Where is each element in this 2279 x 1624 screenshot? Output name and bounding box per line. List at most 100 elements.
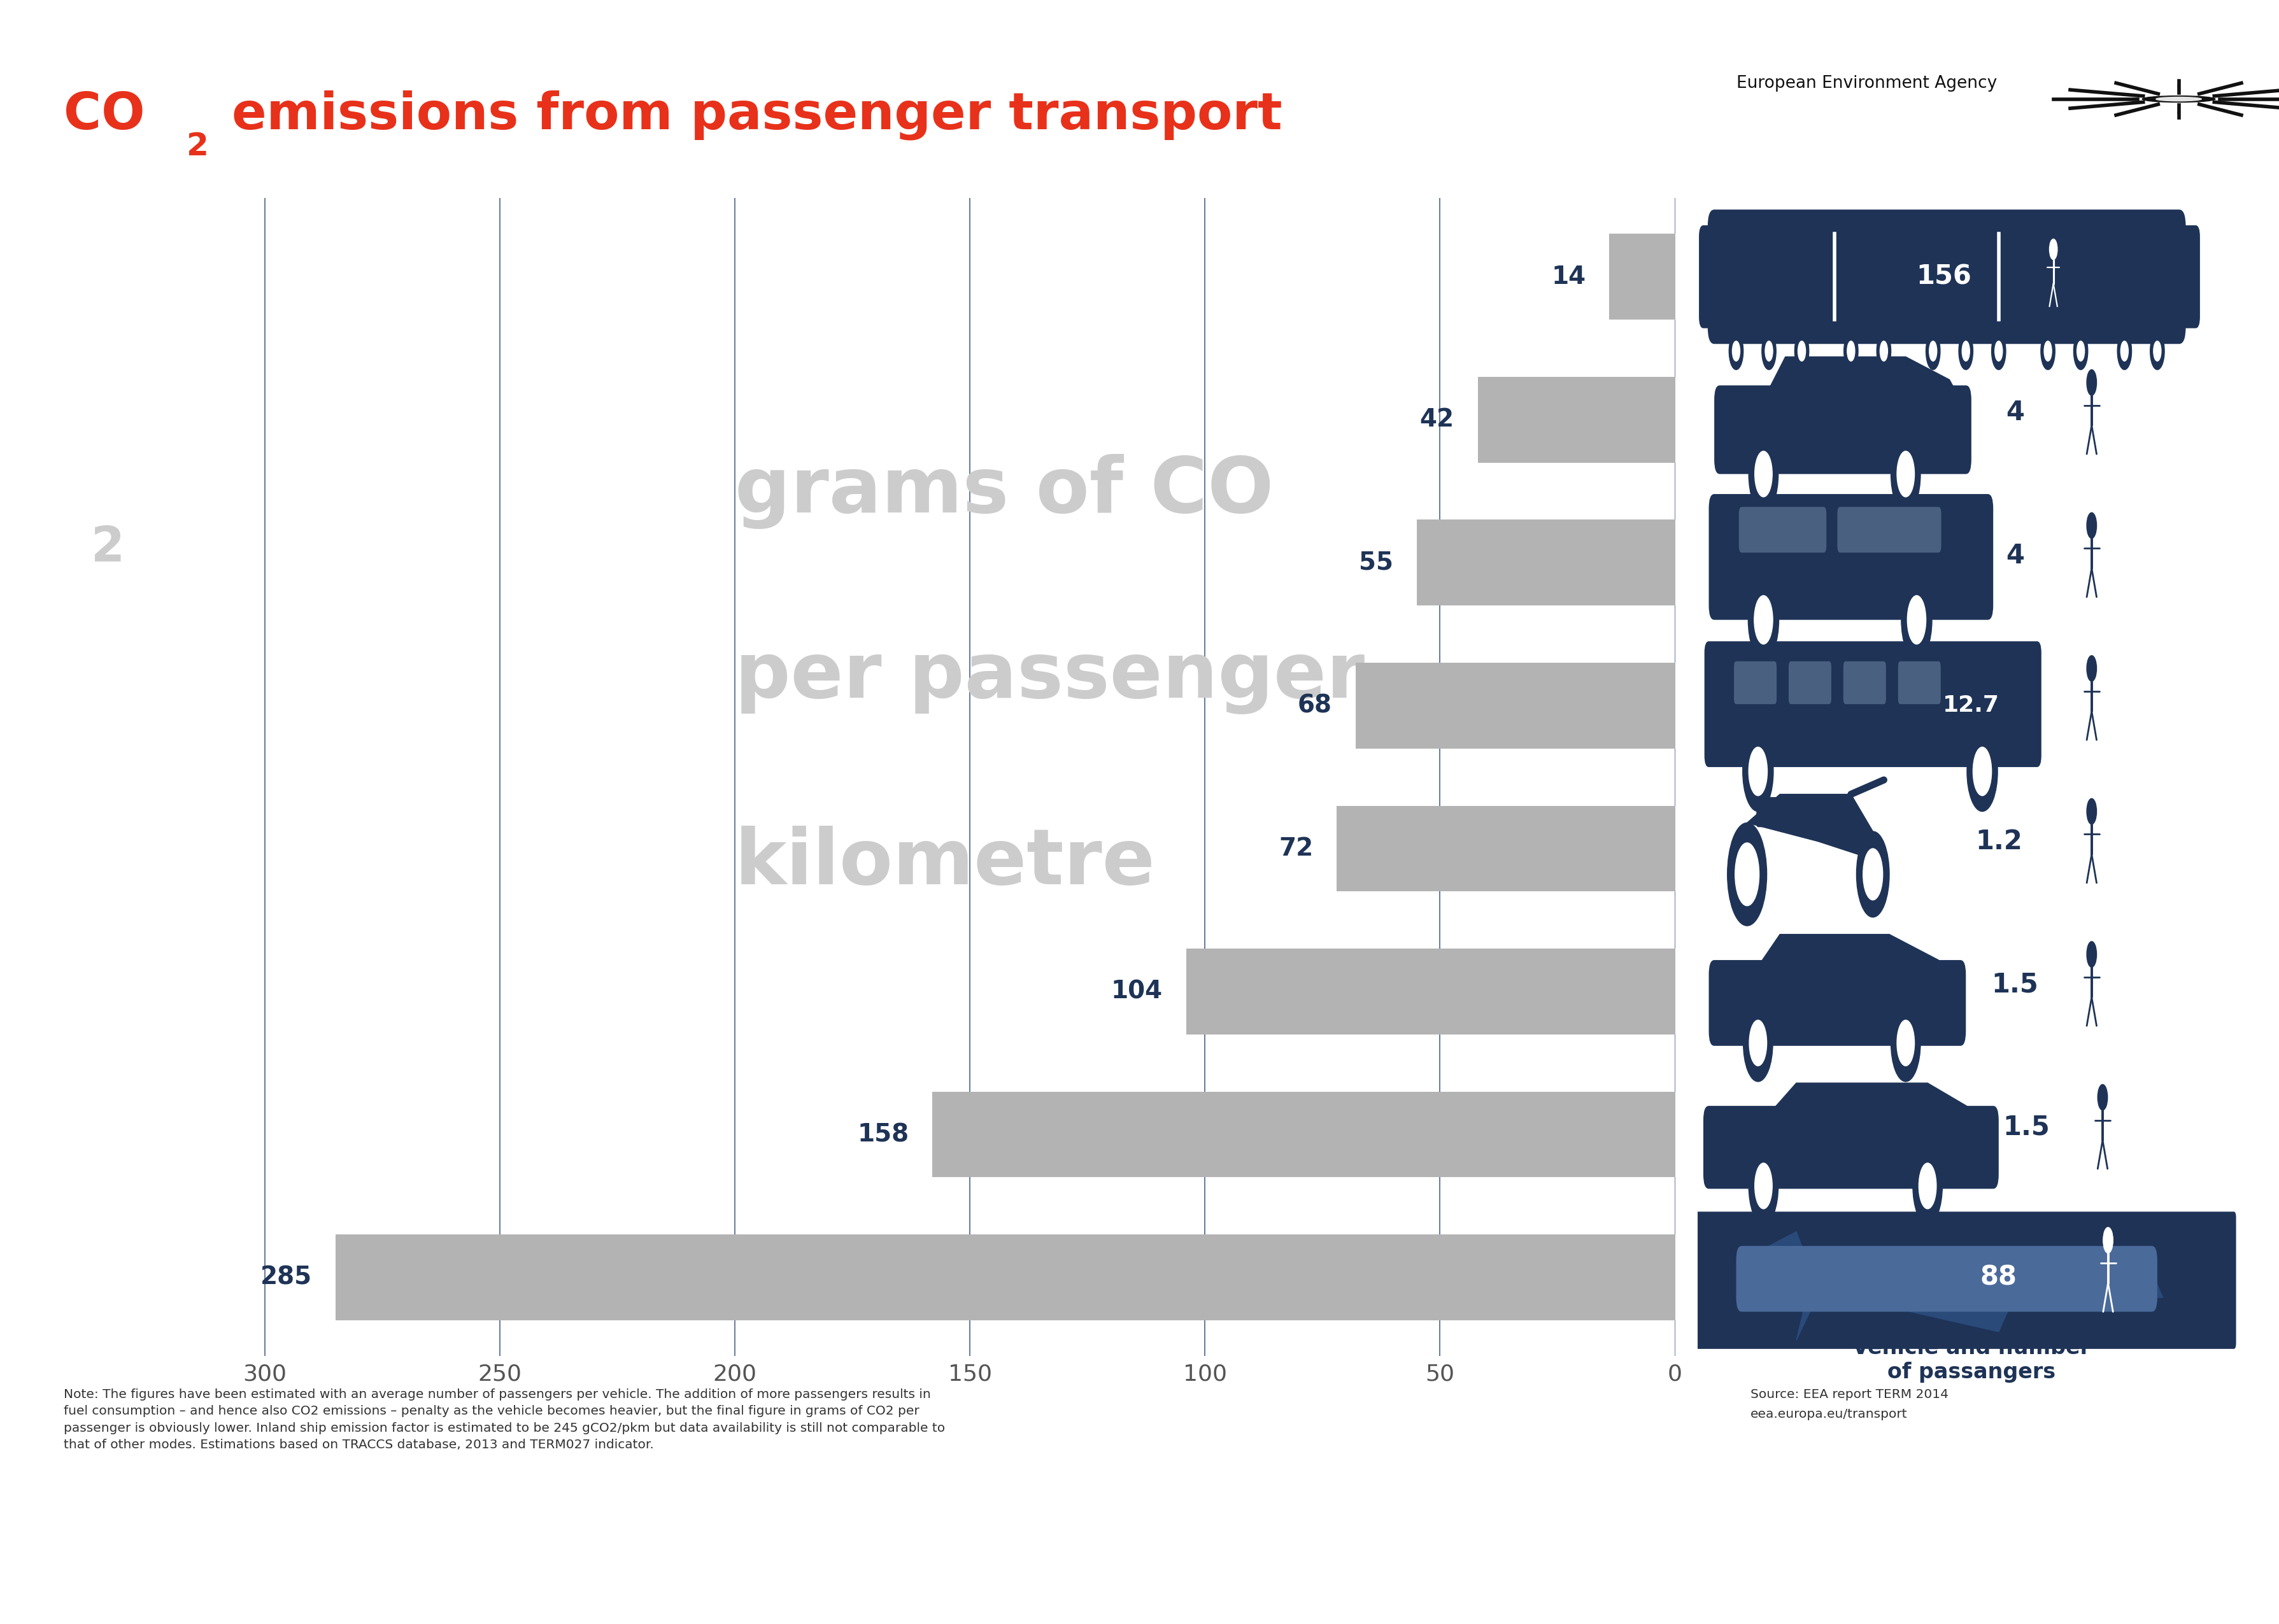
Text: 1.5: 1.5 <box>1992 971 2040 997</box>
Text: 12.7: 12.7 <box>1944 695 1999 716</box>
Circle shape <box>1848 341 1855 361</box>
Text: 156: 156 <box>1917 263 1971 291</box>
Bar <box>1335 806 1675 892</box>
Circle shape <box>1748 747 1766 796</box>
Circle shape <box>2117 333 2131 370</box>
Circle shape <box>2142 96 2215 102</box>
Text: 68: 68 <box>1297 693 1331 718</box>
Circle shape <box>2122 341 2129 361</box>
Circle shape <box>1901 580 1933 659</box>
FancyBboxPatch shape <box>1709 960 1967 1046</box>
Circle shape <box>1743 1004 1773 1082</box>
Polygon shape <box>1796 1294 2015 1340</box>
Circle shape <box>2088 370 2097 395</box>
Circle shape <box>1844 333 1857 370</box>
Circle shape <box>1862 849 1882 900</box>
Bar <box>1185 948 1675 1034</box>
Circle shape <box>1755 1163 1773 1208</box>
Circle shape <box>1974 747 1992 796</box>
FancyBboxPatch shape <box>1837 507 1942 552</box>
Circle shape <box>1930 341 1937 361</box>
FancyBboxPatch shape <box>1844 661 1887 705</box>
Text: 4: 4 <box>2006 400 2024 425</box>
Circle shape <box>2088 942 2097 968</box>
Polygon shape <box>1737 934 1955 974</box>
Circle shape <box>2104 1228 2113 1254</box>
Circle shape <box>1748 580 1780 659</box>
Circle shape <box>1794 333 1810 370</box>
Circle shape <box>1962 341 1969 361</box>
Text: 285: 285 <box>260 1265 312 1289</box>
Bar <box>335 1234 1675 1320</box>
Text: per passenger: per passenger <box>734 640 1365 715</box>
Bar <box>1356 663 1675 749</box>
Circle shape <box>1876 333 1892 370</box>
FancyBboxPatch shape <box>1707 209 2186 344</box>
Polygon shape <box>1741 1231 1807 1260</box>
Circle shape <box>2049 239 2058 260</box>
Polygon shape <box>1741 1083 1983 1121</box>
Text: kilometre: kilometre <box>734 825 1155 900</box>
Text: grams of CO: grams of CO <box>734 453 1274 529</box>
Circle shape <box>1880 341 1887 361</box>
Circle shape <box>1908 596 1926 645</box>
FancyBboxPatch shape <box>1734 661 1778 705</box>
Text: Vehicle and number
of passangers: Vehicle and number of passangers <box>1853 1338 2090 1382</box>
Circle shape <box>1994 341 2003 361</box>
Circle shape <box>1919 1163 1937 1208</box>
Circle shape <box>1730 333 1743 370</box>
Circle shape <box>1958 333 1974 370</box>
Circle shape <box>2149 333 2165 370</box>
Circle shape <box>2076 341 2085 361</box>
Circle shape <box>1748 1147 1778 1224</box>
Circle shape <box>2074 333 2088 370</box>
Circle shape <box>2044 341 2051 361</box>
FancyBboxPatch shape <box>1737 1246 2158 1312</box>
Circle shape <box>1727 823 1766 926</box>
FancyBboxPatch shape <box>1705 641 2042 767</box>
Circle shape <box>1798 341 1805 361</box>
Circle shape <box>1892 435 1921 513</box>
Circle shape <box>1766 341 1773 361</box>
Bar <box>932 1091 1675 1177</box>
Circle shape <box>2088 799 2097 825</box>
FancyBboxPatch shape <box>1696 1212 2236 1350</box>
FancyBboxPatch shape <box>1789 661 1832 705</box>
Text: 2: 2 <box>91 525 125 572</box>
Circle shape <box>1992 333 2006 370</box>
Circle shape <box>1967 731 1999 812</box>
Circle shape <box>1732 341 1739 361</box>
FancyBboxPatch shape <box>1898 661 1942 705</box>
Text: CO: CO <box>64 89 146 140</box>
Circle shape <box>1762 333 1775 370</box>
Text: 42: 42 <box>1420 408 1454 432</box>
Circle shape <box>1748 435 1778 513</box>
Text: 55: 55 <box>1358 551 1392 575</box>
Text: 2: 2 <box>187 132 210 162</box>
Circle shape <box>1750 1020 1766 1065</box>
Circle shape <box>2088 513 2097 538</box>
Text: Source: EEA report TERM 2014
eea.europa.eu/transport: Source: EEA report TERM 2014 eea.europa.… <box>1750 1389 1949 1419</box>
Text: 4: 4 <box>2006 542 2024 568</box>
Circle shape <box>2154 341 2160 361</box>
FancyBboxPatch shape <box>1739 507 1825 552</box>
Circle shape <box>2040 333 2056 370</box>
FancyBboxPatch shape <box>1714 385 1971 474</box>
Text: 14: 14 <box>1552 265 1586 289</box>
Circle shape <box>2156 97 2202 101</box>
Circle shape <box>1755 596 1773 645</box>
Polygon shape <box>2104 1272 2163 1298</box>
Text: European Environment Agency: European Environment Agency <box>1737 75 1996 91</box>
Circle shape <box>1896 1020 1914 1065</box>
Circle shape <box>1896 451 1914 497</box>
Circle shape <box>2088 656 2097 682</box>
Text: 158: 158 <box>857 1122 909 1147</box>
Circle shape <box>1755 451 1773 497</box>
Bar <box>1418 520 1675 606</box>
Circle shape <box>1926 333 1939 370</box>
Bar <box>1477 377 1675 463</box>
Circle shape <box>1912 1147 1942 1224</box>
Text: 88: 88 <box>1980 1263 2017 1291</box>
Circle shape <box>1892 1004 1921 1082</box>
Text: 104: 104 <box>1112 979 1162 1004</box>
